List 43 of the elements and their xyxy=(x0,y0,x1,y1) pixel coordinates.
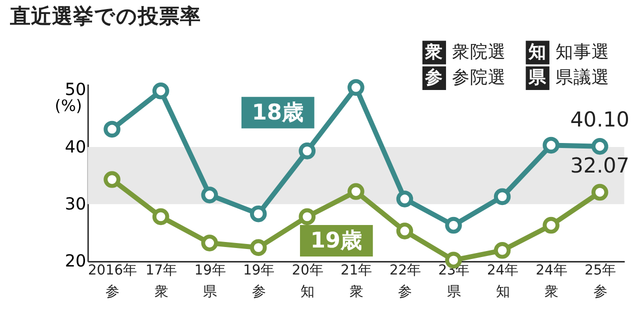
point xyxy=(298,208,316,226)
point xyxy=(348,183,364,200)
text: 衆 衆院選 xyxy=(424,41,506,62)
text: 知 知事選 xyxy=(528,42,610,62)
point xyxy=(396,190,414,208)
series-label: 18歳 xyxy=(252,100,304,126)
y-tick-label: 40 xyxy=(64,136,86,156)
point xyxy=(542,216,560,234)
point xyxy=(201,186,218,204)
x-tick-label: 19年参 xyxy=(243,262,275,300)
y-tick-label: 20 xyxy=(64,250,86,271)
x-tick-label: 25年参 xyxy=(584,262,616,300)
x-tick-label: 2016年参 xyxy=(88,262,138,300)
point xyxy=(152,82,170,100)
point xyxy=(542,136,560,154)
point xyxy=(445,216,462,234)
point xyxy=(591,138,608,155)
x-tick-label: 22年参 xyxy=(389,262,421,300)
point xyxy=(298,142,316,160)
y-tick-label: 30 xyxy=(64,194,86,214)
point xyxy=(104,120,120,138)
point xyxy=(494,242,511,259)
point xyxy=(591,184,608,201)
x-tick-label: 24年衆 xyxy=(536,262,568,300)
point xyxy=(250,205,267,222)
x-tick-label: 20年知 xyxy=(292,262,324,300)
series-label: 19歳 xyxy=(310,228,362,254)
point xyxy=(396,222,414,240)
annotation: 県 県議選 xyxy=(528,67,610,88)
point xyxy=(104,171,120,188)
x-tick-label: 19年県 xyxy=(194,262,226,300)
x-tick-label: 17年衆 xyxy=(146,262,178,300)
annotation: 参 参院選 xyxy=(424,67,506,88)
point xyxy=(348,79,364,96)
x-tick-label: 24年知 xyxy=(487,262,519,300)
point xyxy=(250,239,267,256)
x-tick-label: 21年衆 xyxy=(340,262,372,300)
data-label: 32.07 xyxy=(570,154,630,178)
chart-title: 直近選挙での投票率 xyxy=(9,4,201,28)
data-label: 40.10 xyxy=(570,108,630,132)
point xyxy=(201,234,218,252)
point xyxy=(152,208,170,226)
point xyxy=(494,188,511,206)
